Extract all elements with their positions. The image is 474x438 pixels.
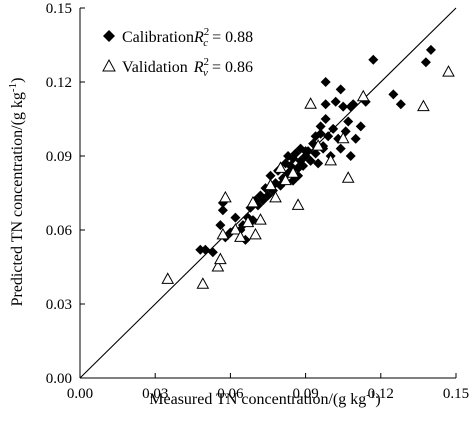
x-tick-label: 0.06 [217, 386, 244, 402]
y-tick-label: 0.15 [46, 1, 72, 17]
x-axis: 0.00 0.03 0.06 0.09 0.12 0.15 [67, 373, 469, 402]
validation-point [356, 89, 370, 102]
calibration-point [230, 212, 241, 223]
y-tick-label: 0.00 [46, 371, 72, 387]
y-tick-label: 0.12 [46, 75, 72, 91]
calibration-point [215, 220, 226, 231]
calibration-point [207, 247, 218, 258]
calibration-point [335, 143, 346, 154]
validation-point [229, 222, 242, 235]
legend-item-validation: Validation R2 v = 0.86 [102, 56, 253, 79]
calibration-point [305, 155, 316, 166]
validation-point [234, 230, 247, 242]
legend: CalibrationR2 c = 0.88 Validation R2 v = 0.… [102, 26, 253, 79]
calibration-point [350, 133, 361, 144]
calibration-point [330, 96, 341, 107]
x-tick-label: 0.00 [67, 386, 93, 402]
calibration-point [343, 116, 354, 127]
legend-item-calibration: CalibrationR2 c = 0.88 [103, 26, 253, 49]
calibration-point [315, 128, 326, 139]
calibration-point [320, 77, 331, 87]
calibration-point [320, 114, 331, 124]
validation-point [161, 272, 175, 284]
x-tick-label: 0.03 [142, 386, 168, 402]
calibration-point [315, 121, 326, 132]
calibration-point [320, 99, 331, 110]
calibration-point [283, 151, 294, 161]
calibration-point [345, 151, 356, 161]
calibration-point [335, 84, 346, 95]
validation-point [324, 153, 338, 166]
calibration-point [425, 44, 436, 55]
calibration-point [313, 158, 324, 169]
calibration-point [368, 54, 379, 65]
validation-point [216, 227, 230, 240]
x-tick-label: 0.15 [443, 386, 469, 402]
x-axis-title: Measured TN concentration/(g kg-1) [149, 389, 380, 408]
validation-point [341, 171, 355, 183]
calibration-point [395, 99, 406, 110]
validation-point [442, 65, 455, 77]
data-points [161, 44, 455, 289]
y-axis: 0.00 0.03 0.06 0.09 0.12 0.15 [46, 1, 85, 387]
validation-point [264, 178, 277, 191]
calibration-point [355, 121, 366, 132]
validation-point [417, 99, 430, 112]
y-tick-label: 0.06 [46, 223, 73, 239]
validation-point [269, 190, 282, 203]
calibration-point [217, 205, 228, 216]
calibration-point [195, 244, 206, 255]
calibration-point [348, 99, 359, 110]
validation-point [336, 131, 350, 144]
legend-label-validation: Validation R2 v = 0.86 [122, 56, 253, 79]
calibration-point [323, 131, 334, 142]
validation-point [279, 173, 292, 186]
calibration-point [298, 160, 309, 171]
calibration-point [310, 148, 321, 159]
calibration-point [328, 123, 339, 134]
calibration-point [265, 170, 276, 181]
plot-frame [79, 8, 456, 379]
validation-point [254, 213, 267, 225]
y-tick-label: 0.09 [46, 149, 72, 165]
calibration-point [420, 57, 431, 68]
validation-point [291, 198, 305, 210]
validation-point [219, 190, 232, 203]
calibration-point [388, 89, 399, 100]
x-tick-label: 0.12 [368, 386, 394, 402]
validation-point [214, 252, 227, 265]
validation-point [286, 166, 300, 178]
validation-point [246, 195, 260, 208]
validation-point [241, 215, 255, 228]
validation-point [211, 259, 225, 272]
validation-point [196, 277, 210, 289]
legend-label-calibration: CalibrationR2 c = 0.88 [122, 26, 253, 49]
y-tick-label: 0.03 [46, 297, 72, 313]
calibration-point [338, 101, 349, 112]
legend-marker-validation [102, 58, 116, 72]
calibration-point [300, 146, 311, 157]
x-tick-label: 0.09 [292, 386, 318, 402]
validation-point [249, 227, 262, 240]
validation-point [274, 161, 287, 173]
validation-point [304, 97, 317, 109]
validation-point [311, 139, 325, 151]
legend-marker-calibration [103, 30, 115, 42]
y-axis-title: Predicted TN concentration/(g kg-1) [7, 78, 26, 307]
calibration-point [200, 244, 211, 255]
